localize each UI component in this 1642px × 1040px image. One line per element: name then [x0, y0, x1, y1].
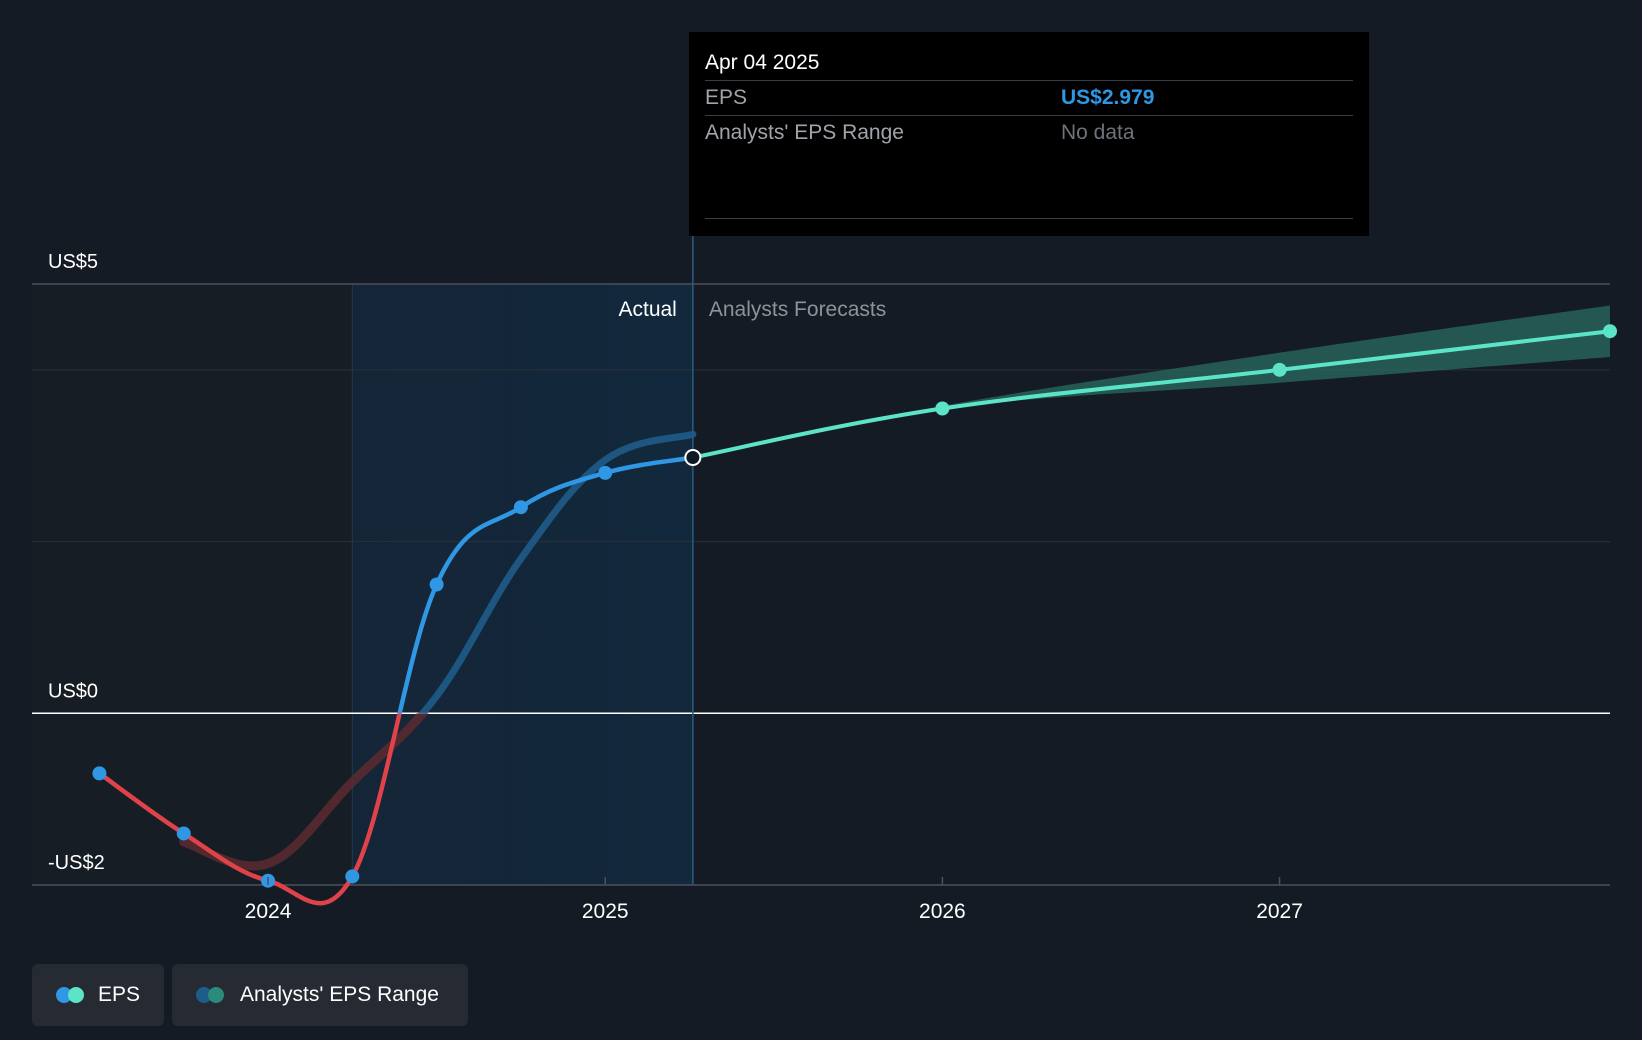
tooltip-eps-value: US$2.979 [1061, 86, 1155, 109]
eps-forecast-line [690, 329, 1612, 460]
legend-range-label: Analysts' EPS Range [240, 983, 439, 1006]
tooltip-date: Apr 04 2025 [705, 46, 1353, 81]
x-tick-label: 2024 [245, 900, 292, 923]
analysts-forecasts-label: Analysts Forecasts [709, 298, 886, 321]
eps-hovered-point[interactable] [684, 449, 702, 467]
tooltip-range-value: No data [1061, 121, 1135, 144]
eps-actual-point[interactable] [598, 465, 613, 480]
tooltip-eps-row: EPS US$2.979 [705, 81, 1353, 116]
legend-analysts-eps-range[interactable]: Analysts' EPS Range [172, 964, 468, 1026]
tooltip: Apr 04 2025 EPS US$2.979 Analysts' EPS R… [689, 32, 1369, 236]
analysts-eps-range-forecast-band [692, 305, 1610, 458]
eps-points [92, 324, 1617, 888]
x-tick-label: 2026 [919, 900, 966, 923]
eps-forecast-point[interactable] [1603, 324, 1617, 339]
legend-eps[interactable]: EPS [32, 964, 164, 1026]
eps-actual-point[interactable] [345, 869, 360, 884]
x-axis-ticks: 2024 2025 2026 2027 [245, 877, 1303, 923]
analysts-eps-range-negative [179, 713, 429, 871]
actual-highlight-region [352, 284, 693, 885]
y-tick-label: -US$2 [48, 852, 105, 874]
eps-actual-point[interactable] [176, 826, 191, 841]
eps-forecast-point[interactable] [935, 401, 950, 416]
range-dots-icon [196, 987, 226, 1003]
analysts-eps-range-actual [418, 430, 697, 714]
eps-actual-point[interactable] [92, 766, 107, 781]
eps-actual-line [397, 455, 696, 714]
eps-line-layer [97, 329, 1612, 906]
eps-actual-point[interactable] [513, 500, 528, 515]
past-shade-region [32, 284, 353, 885]
eps-forecast-point[interactable] [1272, 362, 1287, 377]
tooltip-range-row: Analysts' EPS Range No data [705, 116, 1353, 150]
eps-actual-line-negative [97, 713, 402, 906]
eps-dots-icon [56, 987, 84, 1003]
eps-actual-point[interactable] [429, 577, 444, 592]
tooltip-divider [705, 218, 1353, 219]
tooltip-eps-key: EPS [705, 86, 748, 109]
y-axis-ticks: US$5 US$0 -US$2 [48, 251, 105, 874]
legend-eps-label: EPS [97, 983, 140, 1006]
tooltip-range-key: Analysts' EPS Range [705, 121, 904, 144]
y-tick-label: US$5 [48, 251, 98, 273]
actual-label: Actual [618, 298, 676, 321]
y-tick-label: US$0 [48, 680, 98, 702]
x-tick-label: 2025 [582, 900, 629, 923]
range-layer [179, 305, 1610, 871]
x-tick-label: 2027 [1256, 900, 1303, 923]
